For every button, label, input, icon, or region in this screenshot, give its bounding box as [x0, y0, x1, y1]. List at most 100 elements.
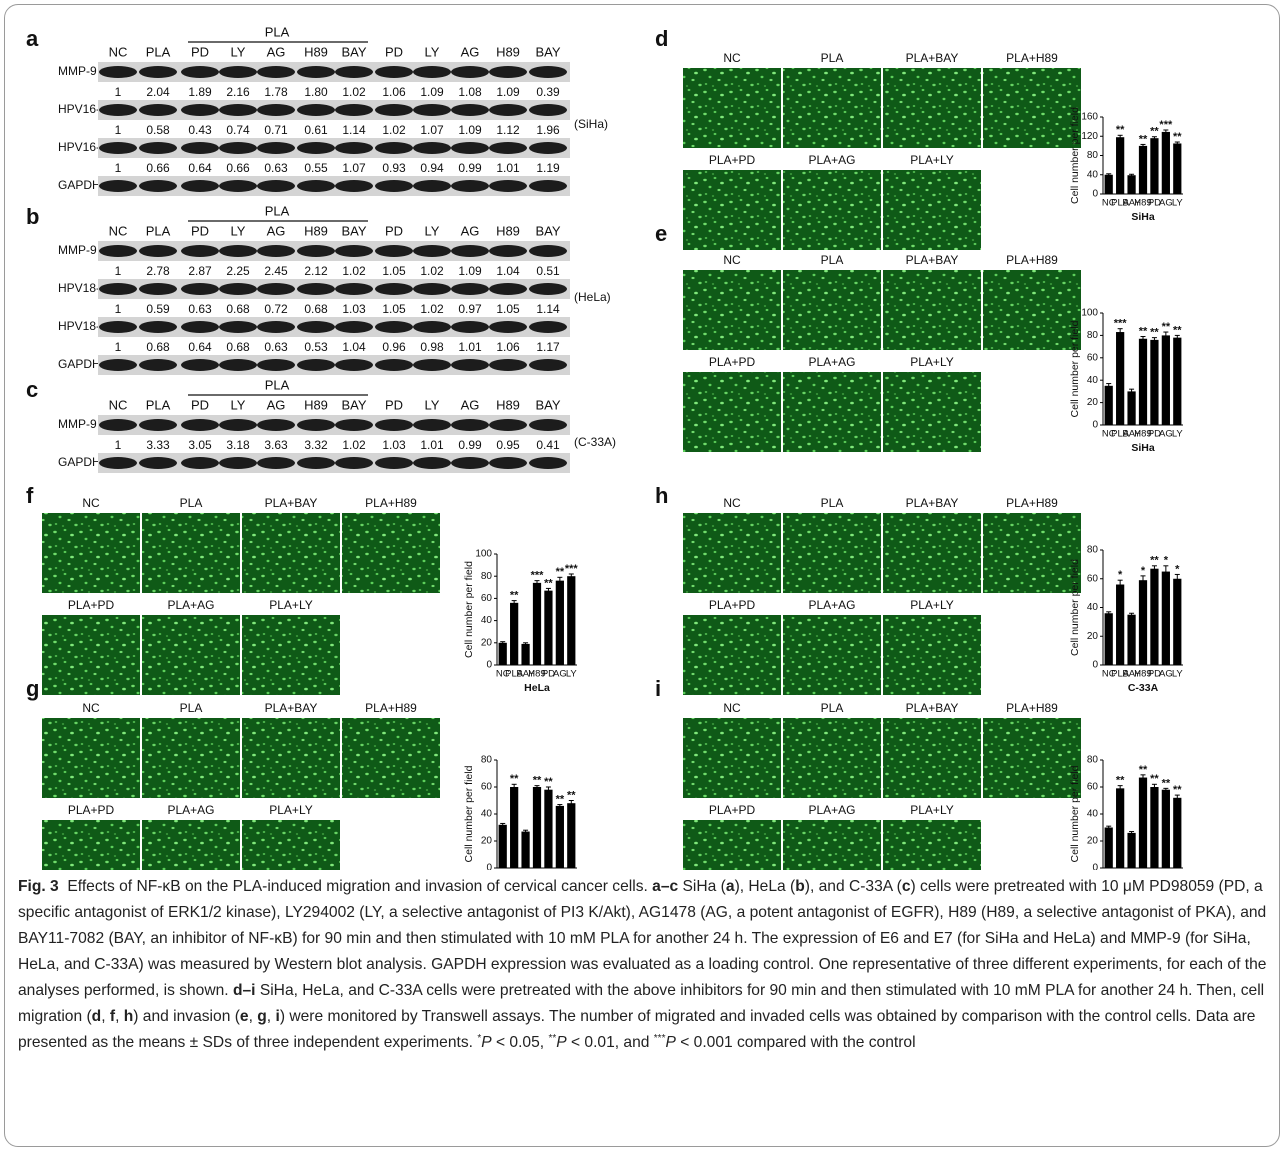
significance-label: ***: [1114, 318, 1128, 330]
lane-label: LY: [231, 44, 246, 59]
image-label: PLA: [821, 253, 844, 267]
image-label: PLA+PD: [709, 803, 756, 817]
band-value: 1.07: [342, 161, 366, 175]
lane-label: NC: [109, 223, 128, 238]
y-axis-label: Cell number per field: [1069, 559, 1081, 656]
blot-band: [489, 419, 527, 431]
blot-band: [335, 283, 373, 295]
y-tick-label: 60: [1087, 352, 1099, 363]
y-tick-label: 0: [1092, 189, 1098, 200]
image-label: PLA: [180, 496, 203, 510]
micrograph: [242, 615, 340, 695]
blot-band: [219, 245, 257, 257]
lane-label: PD: [385, 223, 403, 238]
band-value: 1.05: [382, 264, 406, 278]
band-value: 0.64: [188, 161, 212, 175]
significance-label: ***: [565, 563, 579, 575]
bar: [567, 803, 575, 868]
significance-label: *: [1118, 569, 1123, 581]
blot-band: [99, 359, 137, 371]
significance-label: **: [567, 789, 576, 801]
blot-band: [375, 283, 413, 295]
blot-band: [297, 321, 335, 333]
bar: [556, 806, 564, 868]
blot-band: [451, 457, 489, 469]
band-value: 1.89: [188, 85, 212, 99]
significance-label: *: [1141, 565, 1146, 577]
micrograph: [142, 820, 240, 870]
blot-band: [413, 180, 451, 192]
panel-letter: i: [655, 676, 661, 701]
band-value: 1: [115, 438, 122, 452]
lane-label: BAY: [341, 44, 366, 59]
band-value: 0.43: [188, 123, 212, 137]
blot-band: [335, 245, 373, 257]
blot-band: [451, 321, 489, 333]
band-value: 1: [115, 302, 122, 316]
y-tick-label: 0: [1092, 660, 1098, 671]
lane-label: H89: [496, 223, 520, 238]
blot-band: [375, 359, 413, 371]
caption-text: ), HeLa (: [735, 878, 796, 895]
image-label: PLA+BAY: [265, 701, 318, 715]
lane-label: PLA: [146, 223, 171, 238]
blot-band: [451, 104, 489, 116]
band-value: 1.02: [342, 438, 366, 452]
blot-band: [335, 419, 373, 431]
page: { "blots": [ {"letter": "a", "group": "P…: [0, 0, 1287, 1153]
lane-label: PLA: [146, 44, 171, 59]
blot-band: [529, 142, 567, 154]
lane-label: BAY: [535, 44, 560, 59]
lane-label: PD: [385, 44, 403, 59]
blot-band: [375, 419, 413, 431]
micrograph: [783, 820, 881, 870]
lane-label: AG: [267, 397, 286, 412]
blot-band: [181, 283, 219, 295]
significance-label: **: [1173, 324, 1182, 336]
y-tick-label: 40: [481, 615, 493, 626]
band-value: 0.51: [536, 264, 560, 278]
x-tick-label: AG: [1159, 429, 1173, 440]
x-tick-label: LY: [1172, 198, 1184, 209]
lane-label: PD: [191, 223, 209, 238]
bar: [510, 787, 518, 868]
blot-band: [529, 457, 567, 469]
band-value: 1: [115, 340, 122, 354]
band-value: 2.12: [304, 264, 328, 278]
caption-text: < 0.01, and: [567, 1034, 654, 1051]
blot-band: [489, 104, 527, 116]
bar: [567, 576, 575, 665]
caption-text: < 0.001 compared with the control: [676, 1034, 916, 1051]
panel-letter: g: [26, 676, 39, 701]
image-label: PLA+LY: [910, 153, 953, 167]
blot-band: [335, 142, 373, 154]
image-label: PLA+BAY: [906, 496, 959, 510]
micrograph: [883, 513, 981, 593]
micrograph: [242, 718, 340, 798]
blot-row-label: MMP-9: [58, 417, 97, 431]
blot-band: [529, 245, 567, 257]
significance-label: **: [1139, 325, 1148, 337]
significance-label: **: [1150, 773, 1159, 785]
blot-band: [257, 104, 295, 116]
band-value: 3.32: [304, 438, 328, 452]
bar: [1162, 335, 1170, 425]
blot-band: [257, 359, 295, 371]
image-label: NC: [723, 253, 741, 267]
lane-label: PD: [191, 44, 209, 59]
x-axis-label: SiHa: [1131, 211, 1155, 223]
blot-band: [529, 283, 567, 295]
blot-band: [219, 180, 257, 192]
significance-label: **: [544, 577, 553, 589]
band-value: 0.96: [382, 340, 406, 354]
image-label: PLA: [821, 701, 844, 715]
panel-letter: d: [655, 26, 668, 51]
y-tick-label: 100: [1081, 308, 1098, 319]
lane-label: H89: [496, 397, 520, 412]
blot-band: [99, 142, 137, 154]
bar: [1105, 386, 1113, 425]
blot-band: [219, 457, 257, 469]
lane-label: LY: [425, 397, 440, 412]
blot-band: [451, 142, 489, 154]
band-value: 0.53: [304, 340, 328, 354]
